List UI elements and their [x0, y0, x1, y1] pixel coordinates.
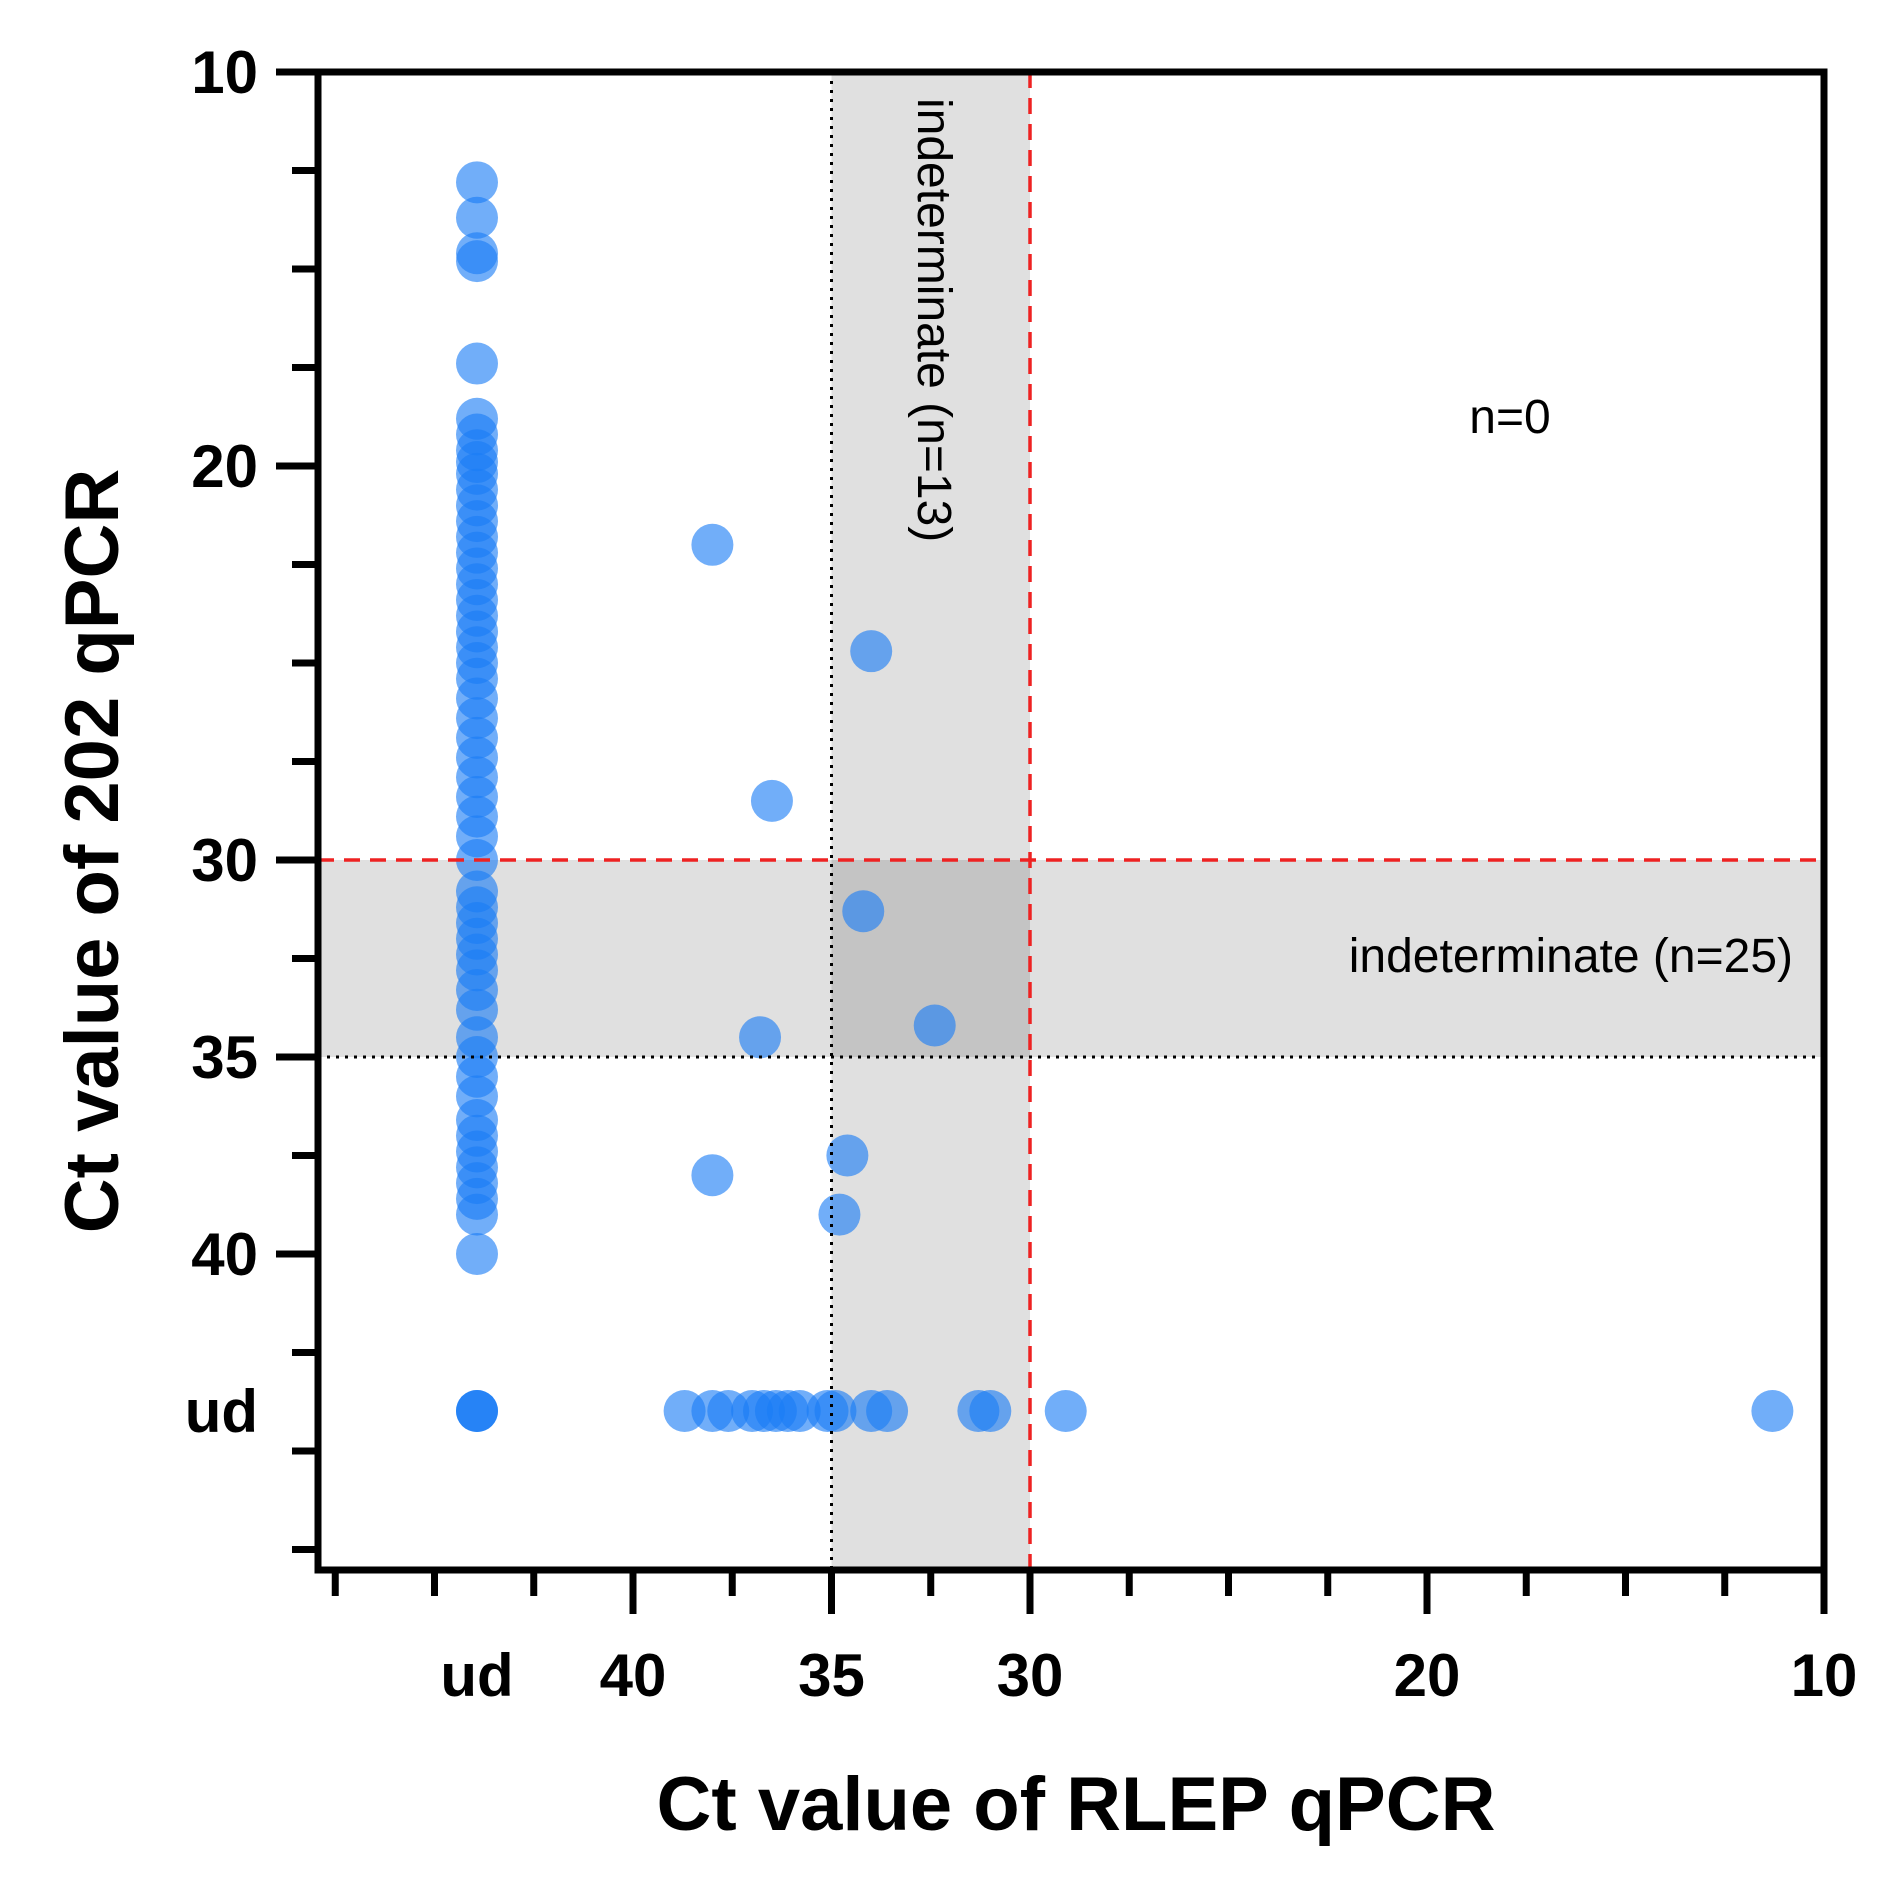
data-point [456, 342, 498, 385]
x-tick-label: 10 [1791, 1642, 1858, 1709]
x-tick-label: 35 [798, 1642, 865, 1709]
data-point [1044, 1390, 1087, 1432]
data-point [456, 1390, 498, 1432]
data-point [913, 1004, 956, 1047]
shaded-region-y [318, 860, 1824, 1057]
data-point [818, 1193, 861, 1236]
data-point [850, 630, 893, 673]
y-tick-label: 35 [191, 1024, 258, 1091]
plot-frame [314, 68, 1828, 1574]
annotation-n0: n=0 [1469, 391, 1550, 444]
data-point [1751, 1390, 1794, 1432]
data-point [814, 1390, 857, 1432]
y-axis-title: Ct value of 202 qPCR [50, 469, 135, 1233]
data-point [842, 890, 885, 933]
data-point [969, 1390, 1012, 1432]
data-point [866, 1390, 909, 1432]
data-point [456, 161, 498, 204]
annotation-x-indeterminate: indeterminate (n=13) [907, 98, 960, 542]
data-point [826, 1134, 869, 1177]
annotation-y-indeterminate: indeterminate (n=25) [1349, 930, 1793, 983]
y-tick-label: 20 [191, 433, 258, 500]
x-axis-title: Ct value of RLEP qPCR [657, 1762, 1496, 1847]
x-tick-label: ud [440, 1642, 513, 1709]
x-tick-label: 30 [997, 1642, 1064, 1709]
x-tick-label: 40 [600, 1642, 667, 1709]
y-tick-label: 10 [191, 39, 258, 106]
data-point [456, 1233, 498, 1275]
shaded-region-x [831, 72, 1030, 1570]
y-tick-label: 40 [191, 1221, 258, 1288]
data-point [456, 196, 498, 239]
y-tick-label: ud [185, 1378, 258, 1445]
data-point [691, 1154, 734, 1197]
data-point [456, 240, 498, 283]
x-tick-label: 20 [1394, 1642, 1461, 1709]
y-tick-label: 30 [191, 827, 258, 894]
data-point [691, 523, 734, 566]
data-point [456, 1193, 498, 1236]
data-point [750, 779, 793, 822]
data-point [739, 1016, 782, 1059]
